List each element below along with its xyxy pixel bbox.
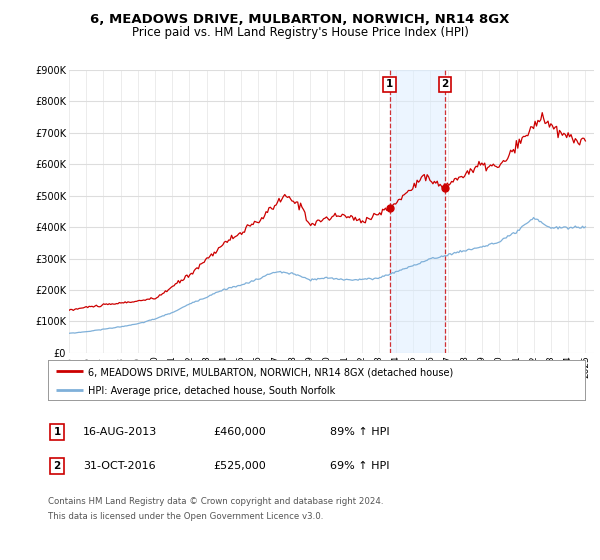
Text: This data is licensed under the Open Government Licence v3.0.: This data is licensed under the Open Gov… <box>48 512 323 521</box>
Text: 2: 2 <box>53 461 61 471</box>
Text: 16-AUG-2013: 16-AUG-2013 <box>83 427 157 437</box>
Text: £460,000: £460,000 <box>214 427 266 437</box>
Text: 2: 2 <box>441 79 448 89</box>
Text: Contains HM Land Registry data © Crown copyright and database right 2024.: Contains HM Land Registry data © Crown c… <box>48 497 383 506</box>
Text: Price paid vs. HM Land Registry's House Price Index (HPI): Price paid vs. HM Land Registry's House … <box>131 26 469 39</box>
Bar <box>389 70 445 353</box>
Text: 89% ↑ HPI: 89% ↑ HPI <box>330 427 390 437</box>
Text: 1: 1 <box>386 79 393 89</box>
Text: 31-OCT-2016: 31-OCT-2016 <box>83 461 157 471</box>
Text: 69% ↑ HPI: 69% ↑ HPI <box>330 461 390 471</box>
Text: HPI: Average price, detached house, South Norfolk: HPI: Average price, detached house, Sout… <box>88 386 335 396</box>
Text: £525,000: £525,000 <box>214 461 266 471</box>
Text: 6, MEADOWS DRIVE, MULBARTON, NORWICH, NR14 8GX: 6, MEADOWS DRIVE, MULBARTON, NORWICH, NR… <box>91 13 509 26</box>
Text: 1: 1 <box>53 427 61 437</box>
Text: 6, MEADOWS DRIVE, MULBARTON, NORWICH, NR14 8GX (detached house): 6, MEADOWS DRIVE, MULBARTON, NORWICH, NR… <box>88 367 454 377</box>
